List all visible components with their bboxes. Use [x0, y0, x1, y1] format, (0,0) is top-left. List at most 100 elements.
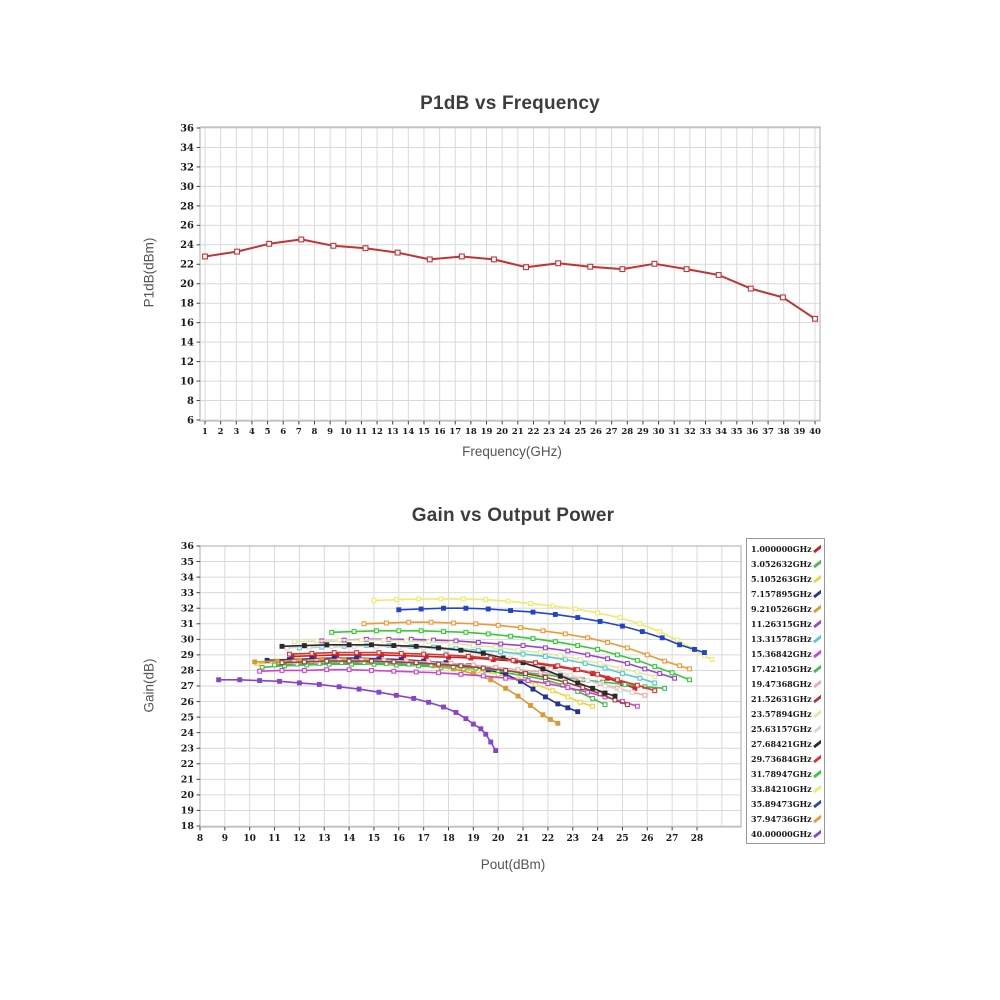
data-point-marker — [426, 639, 432, 645]
data-point-marker — [451, 620, 456, 626]
data-point-marker — [369, 667, 374, 673]
legend: 1.000000GHz 3.052632GHz 5.105263GHz 7.15789… — [746, 538, 825, 844]
data-point-marker — [520, 651, 526, 657]
data-point-marker — [644, 652, 650, 658]
data-point-marker — [448, 640, 454, 646]
legend-label: 7.157895GHz — [751, 588, 812, 599]
legend-item: 40.00000GHz — [747, 826, 824, 841]
data-point-marker — [490, 256, 497, 263]
data-point-marker — [202, 253, 208, 260]
data-point-marker — [562, 657, 568, 663]
data-point-marker — [436, 661, 442, 667]
legend-label: 25.63157GHz — [751, 723, 812, 734]
svg-text:24: 24 — [181, 728, 195, 739]
svg-text:5: 5 — [265, 427, 271, 437]
legend-label: 33.84210GHz — [751, 783, 812, 794]
legend-label: 35.89473GHz — [751, 798, 812, 809]
svg-text:33: 33 — [700, 427, 712, 437]
data-point-marker — [298, 236, 305, 243]
data-point-marker — [550, 603, 556, 609]
legend-swatch-icon — [812, 799, 821, 809]
data-point-marker — [515, 647, 521, 653]
data-point-marker — [624, 645, 630, 651]
data-point-marker — [346, 658, 352, 664]
legend-swatch-icon — [812, 649, 821, 659]
series-line — [289, 651, 656, 692]
data-point-marker — [480, 650, 486, 656]
data-point-marker — [565, 694, 571, 700]
data-point-marker — [383, 620, 389, 626]
data-point-marker — [585, 635, 591, 641]
data-point-marker — [473, 621, 479, 627]
svg-text:24: 24 — [591, 834, 604, 844]
svg-text:21: 21 — [512, 427, 524, 437]
data-point-marker — [624, 702, 630, 708]
series-line — [281, 643, 616, 697]
data-point-marker — [659, 635, 665, 641]
svg-text:30: 30 — [181, 635, 195, 646]
svg-text:6: 6 — [187, 415, 194, 426]
data-point-marker — [329, 629, 335, 635]
data-point-marker — [575, 615, 581, 621]
data-point-marker — [565, 685, 571, 691]
svg-text:35: 35 — [181, 557, 194, 568]
legend-label: 19.47368GHz — [751, 678, 812, 689]
data-point-marker — [436, 670, 442, 676]
legend-item: 5.105263GHz — [747, 571, 824, 586]
svg-text:25: 25 — [616, 834, 629, 844]
data-point-marker — [495, 622, 501, 628]
data-point-marker — [301, 667, 307, 673]
legend-item: 35.89473GHz — [747, 796, 824, 811]
data-point-marker — [421, 651, 427, 657]
data-point-marker — [597, 618, 603, 624]
legend-item: 19.47368GHz — [747, 676, 824, 691]
data-point-marker — [612, 693, 618, 699]
data-point-marker — [346, 642, 352, 648]
legend-label: 31.78947GHz — [751, 768, 812, 779]
svg-text:22: 22 — [180, 260, 194, 271]
data-point-marker — [595, 671, 601, 677]
legend-swatch-icon — [812, 559, 821, 569]
data-point-marker — [505, 598, 511, 604]
series-line — [373, 598, 713, 661]
svg-text:9: 9 — [327, 427, 333, 437]
gain-plot: 8 9 10 11 12 13 14 15 16 17 18 19 20 21 22 23 24 25 26 27 28… — [181, 541, 742, 844]
data-point-marker — [458, 671, 464, 677]
data-point-marker — [547, 716, 553, 722]
svg-text:1: 1 — [202, 427, 208, 437]
svg-text:36: 36 — [180, 123, 194, 134]
svg-text:11: 11 — [355, 427, 367, 437]
data-point-marker — [463, 716, 469, 722]
data-point-marker — [301, 643, 307, 649]
data-point-marker — [493, 644, 499, 650]
data-point-marker — [346, 667, 352, 673]
gain-chart-title: Gain vs Output Power — [411, 505, 615, 526]
data-point-marker — [812, 315, 818, 322]
svg-text:37: 37 — [762, 427, 774, 437]
svg-text:23: 23 — [181, 743, 194, 754]
svg-text:19: 19 — [181, 806, 195, 817]
data-point-marker — [642, 666, 648, 672]
data-point-marker — [443, 652, 449, 658]
data-point-marker — [595, 646, 601, 652]
gain-xaxis-label: Pout(dBm) — [480, 857, 546, 872]
svg-text:6: 6 — [280, 427, 286, 437]
legend-label: 27.68421GHz — [751, 738, 812, 749]
data-point-marker — [508, 608, 514, 614]
data-point-marker — [403, 638, 409, 644]
legend-item: 25.63157GHz — [747, 721, 824, 736]
data-point-marker — [555, 663, 561, 669]
data-point-marker — [391, 668, 397, 674]
data-point-marker — [652, 680, 658, 686]
data-point-marker — [406, 619, 412, 625]
data-point-marker — [542, 674, 548, 680]
svg-text:34: 34 — [180, 143, 194, 154]
legend-label: 37.94736GHz — [751, 813, 812, 824]
legend-swatch-icon — [812, 589, 821, 599]
data-point-marker — [441, 629, 446, 635]
data-point-marker — [619, 623, 625, 629]
svg-text:15: 15 — [418, 427, 430, 437]
data-point-marker — [617, 615, 623, 621]
data-point-marker — [619, 266, 626, 273]
svg-text:33: 33 — [181, 588, 194, 599]
